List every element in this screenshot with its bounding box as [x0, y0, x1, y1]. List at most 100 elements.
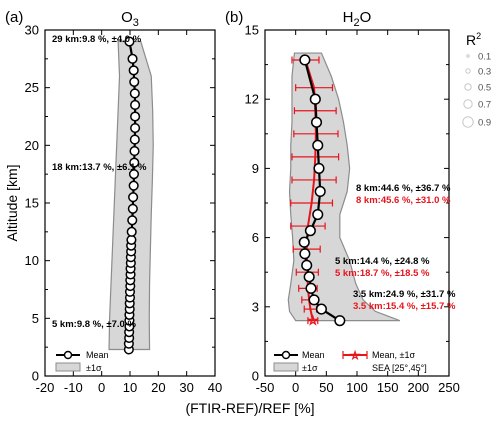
mean-point: [312, 139, 324, 151]
mean-point: [128, 180, 139, 191]
x-tick-label: 40: [208, 380, 222, 395]
x-axis-title: (FTIR-REF)/REF [%]: [185, 400, 314, 416]
annotation: 3.5 km:24.9 %, ±31.7 %: [353, 289, 456, 300]
mean-point: [312, 208, 324, 221]
legend-swatch: [55, 362, 81, 372]
mean-point: [315, 303, 327, 315]
x-tick-label: 150: [377, 380, 399, 395]
legend-star: ☆: [350, 350, 360, 362]
x-tick-label: 100: [346, 380, 368, 395]
y-tick-label: 10: [25, 253, 39, 268]
x-tick-label: 250: [438, 380, 460, 395]
mean-point: [129, 88, 140, 99]
x-tick-label: 30: [179, 380, 193, 395]
y-tick-label: 20: [25, 138, 39, 153]
legend-a: Mean ±1σ: [55, 350, 109, 373]
legend-swatch: [273, 362, 299, 372]
mean-point: [308, 294, 320, 306]
x-tick-label: 0: [292, 380, 299, 395]
annotation: 8 km:44.6 %, ±36.7 %: [356, 183, 451, 194]
annotation: 5 km:9.8 %, ±7.0 %: [52, 319, 136, 330]
legend-label: ±1σ: [86, 363, 102, 373]
y-tick-label: 3: [252, 299, 259, 314]
mean-point: [130, 122, 141, 134]
y-tick-label: 25: [25, 80, 39, 95]
legend-marker: [281, 350, 291, 360]
legend-label: Mean: [86, 350, 109, 360]
mean-point: [313, 162, 325, 174]
legend-marker: [63, 350, 73, 360]
title-sub: 2: [354, 17, 360, 29]
mean-point: [128, 169, 140, 180]
x-tick-label: -20: [36, 380, 55, 395]
annotation: 18 km:13.7 %, ±6.1 %: [52, 162, 147, 173]
legend-label: Mean: [302, 350, 325, 360]
y-tick-label: 12: [245, 92, 259, 107]
y-tick-label: 6: [252, 230, 259, 245]
mean-point: [309, 93, 321, 105]
mean-point: [127, 215, 138, 226]
legend-label: Mean, ±1σ: [372, 350, 415, 360]
r2-marker: [463, 99, 473, 109]
title-base: O: [121, 9, 133, 26]
y-tick-label: 5: [32, 311, 39, 326]
x-tick-label: 0: [98, 380, 105, 395]
mean-point: [127, 53, 138, 64]
mean-point: [305, 282, 317, 294]
annotation: 5 km:18.7 %, ±18.5 %: [335, 268, 430, 279]
x-tick-label: 20: [151, 380, 165, 395]
star-marker: ☆: [307, 314, 318, 328]
y-tick-label: 30: [25, 23, 39, 38]
x-tick-label: -50: [256, 380, 275, 395]
r2-label: 0.9: [478, 118, 491, 129]
y-axis-title: Altitude [km]: [4, 164, 20, 241]
mean-point: [299, 248, 311, 260]
title-base: H: [343, 9, 354, 26]
r2-title-sup: 2: [476, 31, 481, 41]
annotation: 8 km:45.6 %, ±31.0 %: [356, 195, 451, 206]
x-tick-label: 50: [319, 380, 333, 395]
mean-point: [130, 99, 141, 111]
mean-point: [299, 54, 311, 66]
x-tick-label: 10: [123, 380, 137, 395]
mean-point: [298, 236, 310, 248]
mean-point: [310, 116, 323, 128]
mean-point: [127, 203, 138, 214]
annotation: 3.5 km:15.4 %, ±15.7 %: [353, 301, 456, 312]
x-tick-label: 200: [407, 380, 429, 395]
r2-marker: [462, 116, 474, 128]
r2-label: 0.1: [478, 52, 491, 63]
r2-legend: R2 0.1 0.3 0.5 0.7 0.9: [462, 31, 491, 129]
mean-point: [303, 271, 315, 283]
r2-marker: [465, 68, 471, 74]
title-end: O: [360, 9, 372, 26]
panel-label: (b): [225, 9, 243, 26]
mean-point: [314, 185, 326, 198]
y-tick-label: 0: [32, 369, 39, 384]
mean-point: [128, 65, 139, 76]
r2-title-base: R: [466, 32, 476, 48]
mean-point: [129, 146, 140, 157]
mean-point: [304, 225, 316, 237]
y-tick-label: 15: [25, 196, 39, 211]
panel-label: (a): [5, 9, 23, 26]
r2-title: R2: [466, 31, 481, 48]
legend-label: SEA [25°,45°]: [372, 363, 427, 373]
r2-label: 0.7: [478, 100, 491, 111]
mean-point: [129, 157, 140, 168]
r2-label: 0.5: [478, 83, 491, 94]
mean-point: [130, 111, 141, 122]
panel-title: H2O: [343, 9, 372, 29]
mean-line: [303, 59, 341, 322]
r2-label: 0.3: [478, 67, 491, 78]
mean-point: [129, 76, 140, 87]
mean-point: [334, 315, 346, 327]
r2-marker: [466, 54, 470, 58]
mean-point: [126, 226, 137, 237]
title-sub: 3: [133, 17, 139, 29]
legend-label: ±1σ: [302, 363, 318, 373]
r2-marker: [464, 83, 472, 91]
